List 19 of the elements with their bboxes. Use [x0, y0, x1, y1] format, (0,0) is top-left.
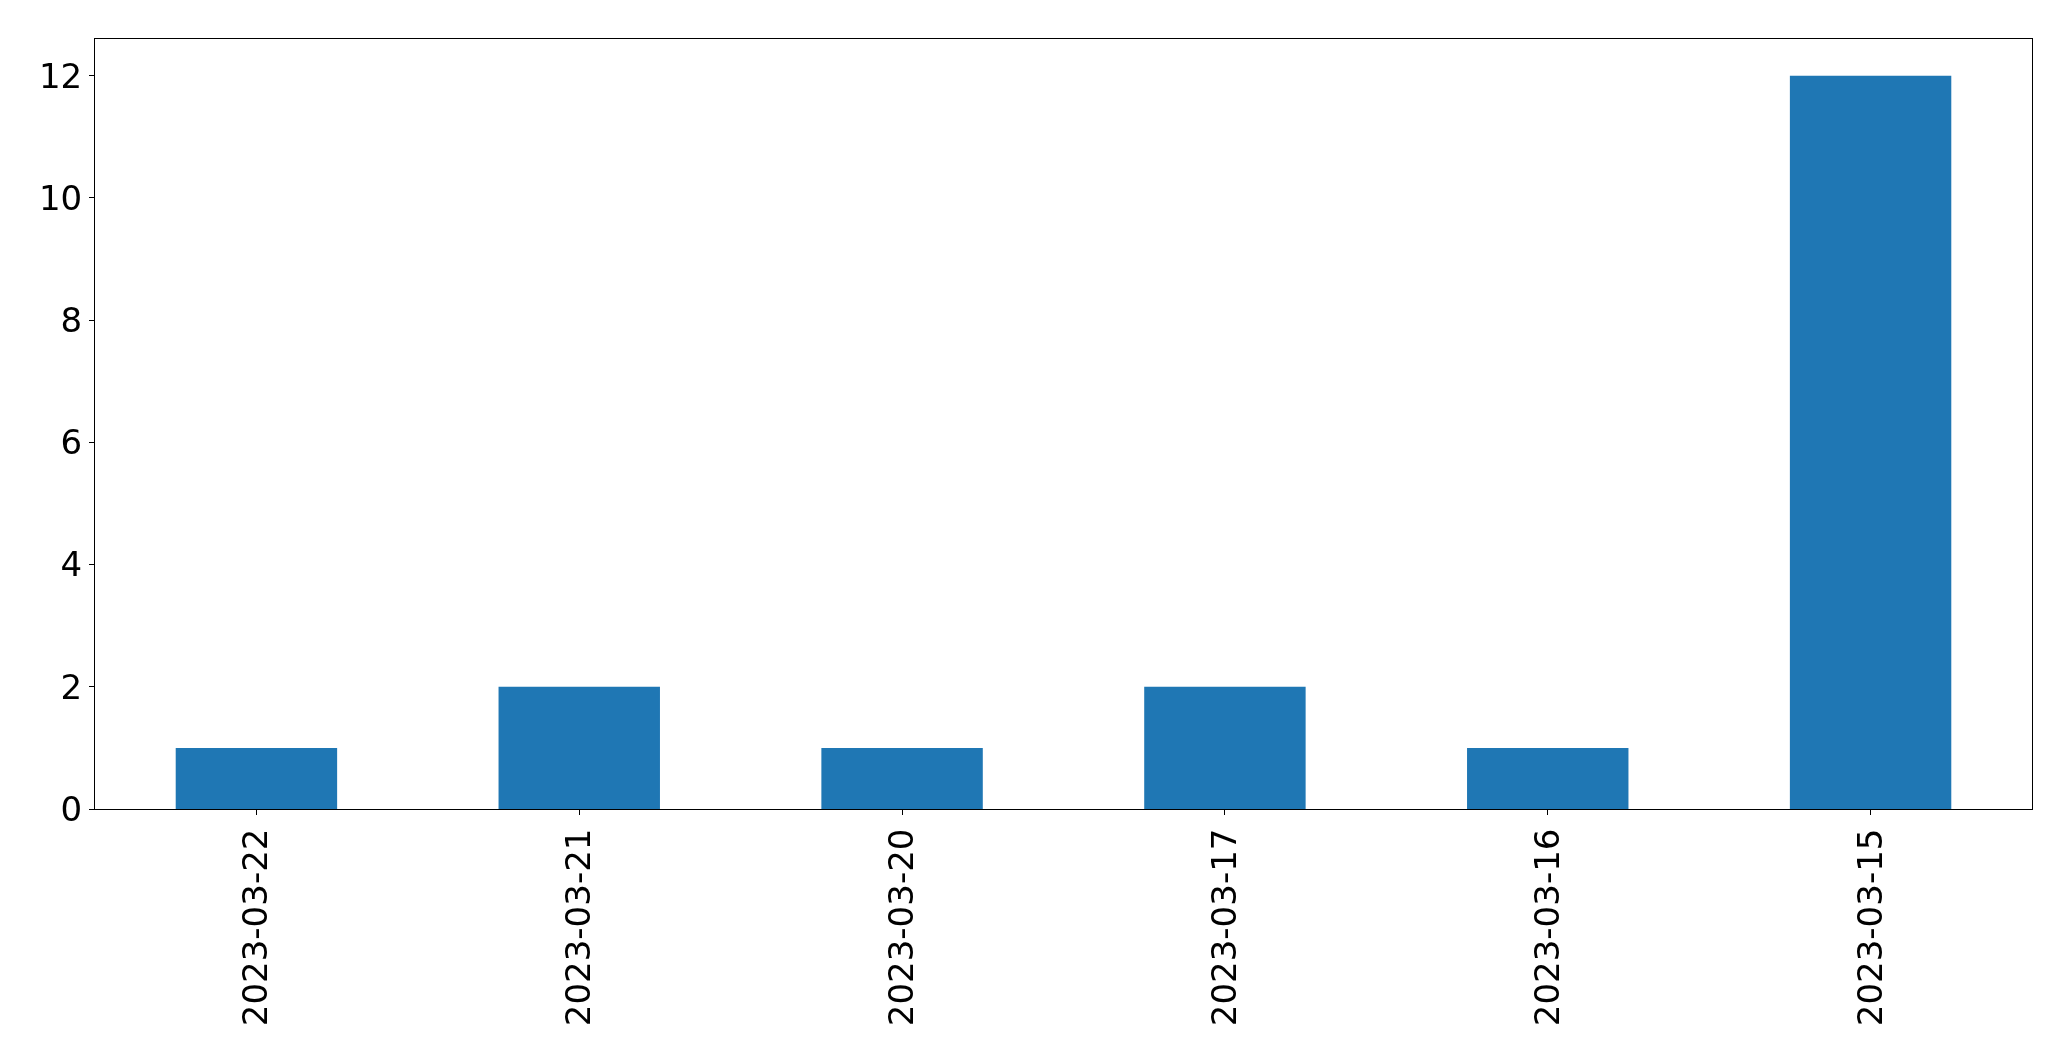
x-tick-label: 2023-03-20 — [881, 828, 922, 1027]
y-tick-label: 12 — [38, 55, 83, 96]
bar — [1789, 75, 1952, 809]
x-tick-label: 2023-03-16 — [1526, 828, 1567, 1027]
x-tick-label: 2023-03-17 — [1203, 828, 1244, 1027]
y-tick-label: 10 — [38, 177, 83, 218]
bar — [821, 747, 983, 809]
bar — [175, 747, 338, 809]
y-tick-label: 6 — [60, 422, 83, 463]
bar — [1467, 747, 1629, 809]
y-tick-label: 2 — [60, 666, 83, 707]
x-tick-label: 2023-03-22 — [235, 828, 276, 1027]
x-tick-label: 2023-03-21 — [558, 828, 599, 1027]
bar — [498, 686, 660, 809]
y-tick-label: 4 — [60, 544, 83, 585]
y-tick-label: 8 — [60, 300, 83, 341]
bar — [1144, 686, 1306, 809]
x-tick-label: 2023-03-15 — [1849, 828, 1890, 1027]
y-tick-label: 0 — [60, 788, 83, 829]
